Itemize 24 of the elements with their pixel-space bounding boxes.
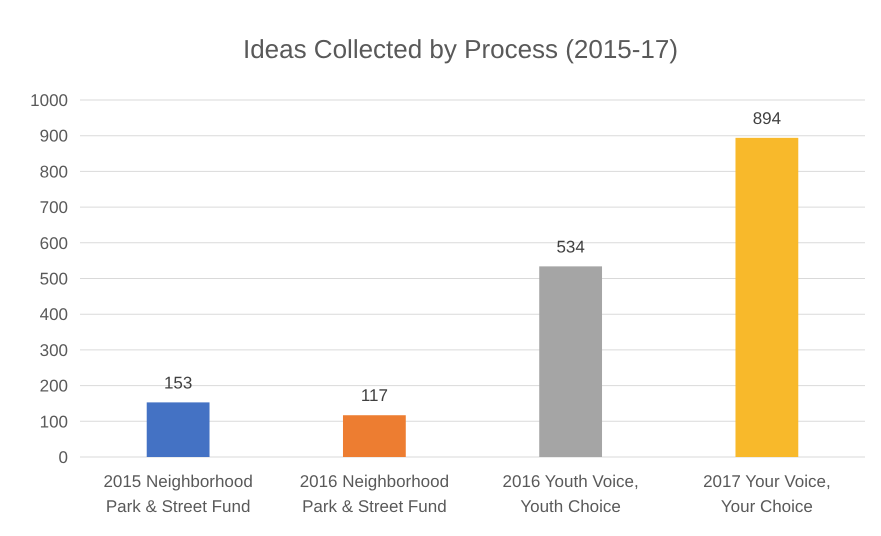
x-tick-label: 2016 Youth Voice, Youth Choice: [502, 472, 639, 516]
y-tick-label: 600: [40, 234, 68, 253]
x-tick-label: 2017 Your Voice, Your Choice: [703, 472, 831, 516]
y-tick-label: 0: [58, 448, 68, 467]
data-label: 117: [360, 386, 388, 406]
y-tick-label: 1000: [30, 90, 68, 110]
bar: [146, 402, 210, 457]
bar: [735, 138, 798, 457]
x-tick-label: 2016 Neighborhood Park & Street Fund: [300, 472, 450, 516]
chart-title: Ideas Collected by Process (2015-17): [242, 34, 678, 64]
x-tick-label: 2015 Neighborhood Park & Street Fund: [103, 472, 253, 516]
y-tick-label: 900: [40, 126, 68, 146]
y-tick-label: 700: [40, 198, 68, 218]
y-tick-label: 800: [40, 162, 68, 182]
y-tick-label: 200: [40, 376, 68, 396]
data-label: 534: [556, 237, 585, 256]
y-tick-label: 100: [40, 412, 68, 432]
y-tick-label: 500: [40, 269, 68, 288]
y-tick-label: 300: [40, 340, 68, 360]
bar: [539, 266, 602, 457]
bar: [342, 415, 406, 457]
data-label: 153: [164, 373, 192, 392]
y-tick-label: 400: [40, 305, 68, 324]
data-label: 894: [752, 108, 782, 128]
